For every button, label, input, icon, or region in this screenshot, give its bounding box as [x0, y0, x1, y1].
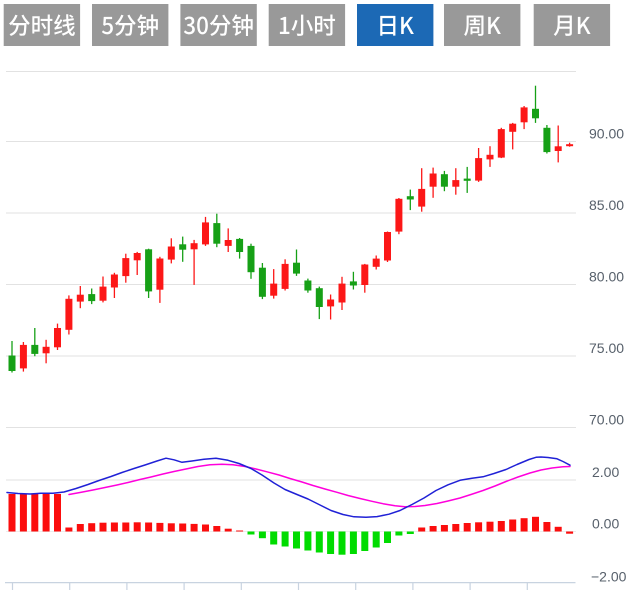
svg-text:0.00: 0.00 [592, 516, 619, 532]
svg-text:2.00: 2.00 [592, 464, 619, 480]
svg-text:−2.00: −2.00 [591, 569, 627, 585]
svg-text:90.00: 90.00 [589, 126, 624, 142]
svg-text:70.00: 70.00 [589, 412, 624, 428]
svg-text:85.00: 85.00 [589, 197, 624, 213]
svg-text:80.00: 80.00 [589, 269, 624, 285]
svg-text:75.00: 75.00 [589, 340, 624, 356]
